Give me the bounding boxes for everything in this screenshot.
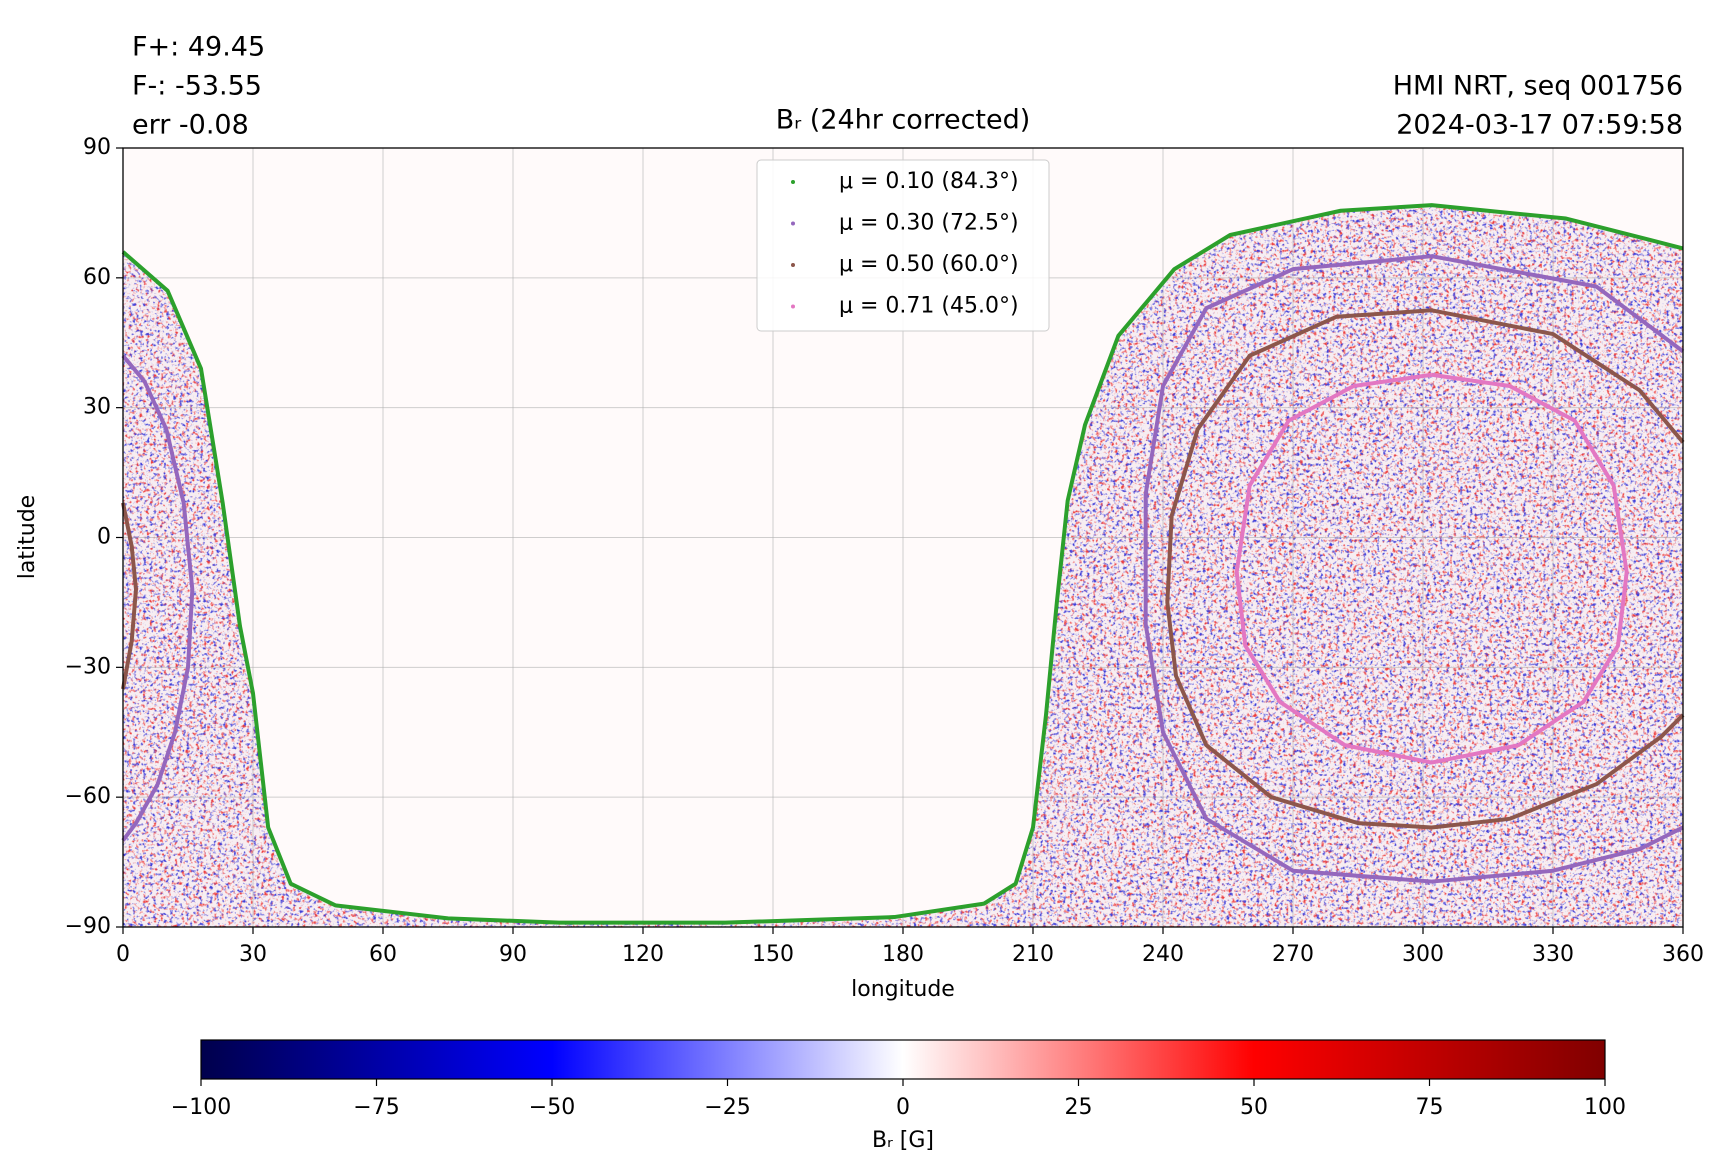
- y-tick-label: 30: [83, 395, 111, 420]
- x-tick-label: 180: [882, 942, 924, 967]
- annotation: F+: 49.45: [132, 32, 265, 63]
- legend-marker: [791, 263, 795, 267]
- x-tick-label: 270: [1272, 942, 1314, 967]
- y-axis-label: latitude: [15, 495, 40, 579]
- x-tick-label: 150: [752, 942, 794, 967]
- y-tick-label: −30: [65, 654, 111, 679]
- x-tick-label: 300: [1402, 942, 1444, 967]
- y-tick-label: 60: [83, 265, 111, 290]
- contour-line: [121, 308, 1685, 830]
- legend-label: μ = 0.30 (72.5°): [839, 211, 1019, 236]
- annotation: HMI NRT, seq 001756: [1393, 71, 1683, 102]
- contour-line: [121, 254, 1685, 884]
- y-tick-label: 90: [83, 135, 111, 160]
- axes-frame: [122, 147, 1684, 928]
- colorbar-tick-label: −75: [353, 1095, 399, 1120]
- legend-label: μ = 0.50 (60.0°): [839, 252, 1019, 277]
- annotation: F-: -53.55: [132, 71, 262, 102]
- colorbar-tick-label: 75: [1416, 1095, 1444, 1120]
- legend-marker: [791, 221, 795, 226]
- colorbar-label: Bᵣ [G]: [872, 1128, 934, 1152]
- legend-box: [756, 159, 1050, 332]
- colorbar-tick-label: 100: [1584, 1095, 1626, 1120]
- legend-marker: [791, 180, 795, 184]
- colorbar: [200, 1039, 1606, 1080]
- colorbar-tick-label: −25: [704, 1095, 750, 1120]
- x-tick-label: 210: [1012, 942, 1054, 967]
- x-axis-label: longitude: [851, 977, 955, 1002]
- annotation: err -0.08: [132, 110, 249, 141]
- colorbar-tick-label: −50: [529, 1095, 575, 1120]
- legend-marker: [791, 304, 795, 309]
- colorbar-tick-label: 25: [1065, 1095, 1093, 1120]
- legend-label: μ = 0.10 (84.3°): [839, 169, 1019, 194]
- y-tick-label: 0: [97, 525, 111, 550]
- x-tick-label: 30: [239, 942, 267, 967]
- x-tick-label: 90: [499, 942, 527, 967]
- contour-line: [1234, 372, 1629, 765]
- colorbar-tick-label: 0: [896, 1095, 910, 1120]
- legend-label: μ = 0.71 (45.0°): [839, 294, 1019, 319]
- x-tick-label: 240: [1142, 942, 1184, 967]
- x-tick-label: 120: [622, 942, 664, 967]
- colorbar-tick-label: −100: [171, 1095, 231, 1120]
- annotation: 2024-03-17 07:59:58: [1396, 110, 1683, 141]
- y-tick-label: −90: [65, 914, 111, 939]
- chart-title: Bᵣ (24hr corrected): [776, 105, 1031, 136]
- colorbar-tick-label: 50: [1240, 1095, 1268, 1120]
- x-tick-label: 60: [369, 942, 397, 967]
- y-tick-label: −60: [65, 784, 111, 809]
- x-tick-label: 0: [116, 942, 130, 967]
- contour-line: [121, 203, 1684, 925]
- x-tick-label: 360: [1662, 942, 1704, 967]
- x-tick-label: 330: [1532, 942, 1574, 967]
